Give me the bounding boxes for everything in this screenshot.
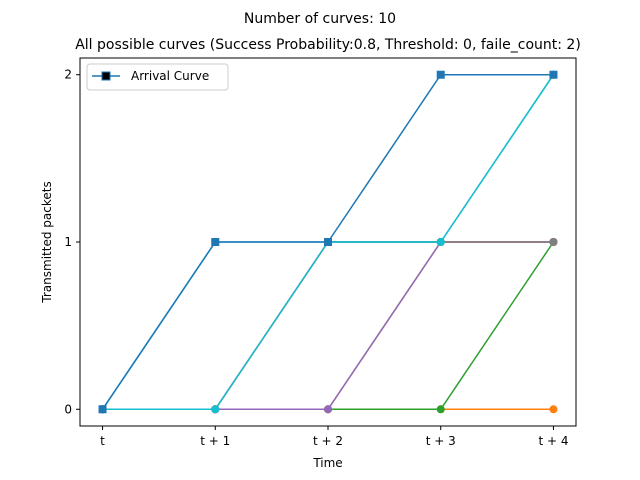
plot-area [98,70,558,414]
x-axis-label: Time [312,456,342,470]
data-point [549,238,558,246]
data-point [436,405,445,414]
x-tick-label: t + 4 [538,434,568,448]
legend-label: Arrival Curve [131,69,209,83]
data-point [549,405,558,414]
y-tick-label: 2 [64,68,72,82]
y-axis-label: Transmitted packets [40,181,54,303]
data-point [98,405,107,414]
y-tick-label: 0 [64,402,72,416]
series-10 [98,70,558,414]
data-point [211,238,220,246]
data-point [436,70,445,79]
data-point [324,238,332,246]
chart-title: All possible curves (Success Probability… [75,37,581,53]
x-tick-label: t + 2 [313,434,343,448]
data-point [549,70,558,79]
data-point [324,405,332,414]
y-tick-label: 1 [64,235,72,249]
x-axis: t t + 1 t + 2 t + 3 t + 4 [100,426,568,448]
legend-box [86,63,229,91]
legend-marker [101,71,111,81]
x-tick-label: t + 3 [426,434,456,448]
x-tick-label: t + 1 [200,434,230,448]
y-axis: 0 1 2 [64,68,80,416]
data-point [211,405,220,414]
legend: Arrival Curve [86,63,229,91]
data-point [436,238,445,246]
chart-suptitle: Number of curves: 10 [244,11,396,27]
x-tick-label: t [100,434,105,448]
